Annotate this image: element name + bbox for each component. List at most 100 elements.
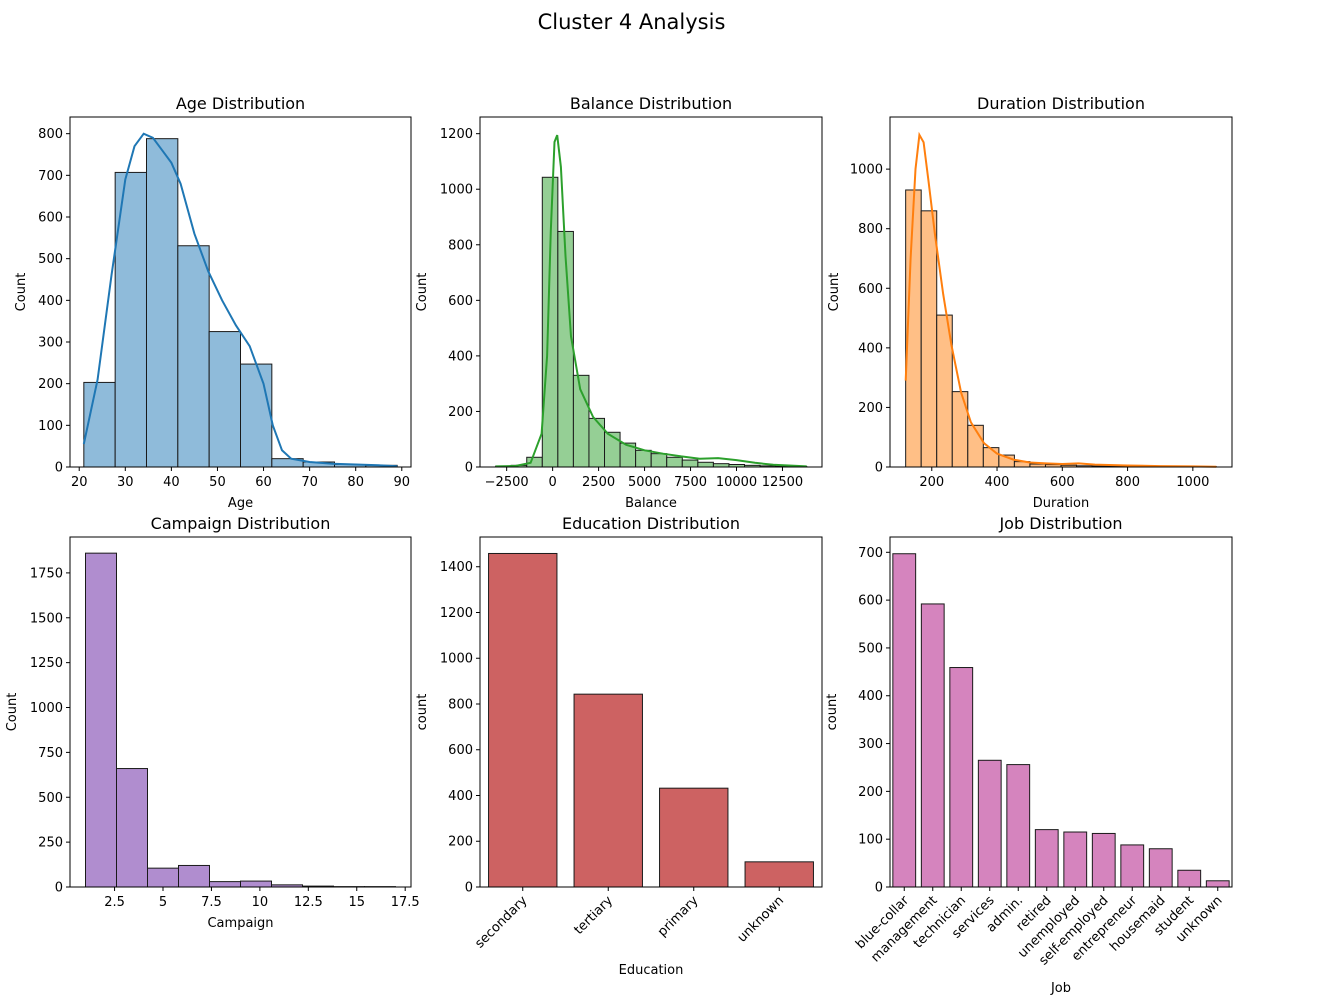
histogram-bar xyxy=(83,381,116,468)
bar-secondary xyxy=(488,552,558,888)
subplot-2: Balance Distribution −2500 0 2500 5000 7500 10… xyxy=(415,94,823,511)
y-tick-label: 600 xyxy=(448,743,473,758)
y-tick-label: 100 xyxy=(858,833,883,848)
histogram-bar xyxy=(650,453,668,468)
kde-curve xyxy=(495,134,807,468)
y-tick-label: 0 xyxy=(875,881,883,896)
y-axis-label: count xyxy=(415,694,430,731)
histogram-bar xyxy=(635,449,652,468)
x-tick-label: 5 xyxy=(159,895,167,910)
x-tick-label: −2500 xyxy=(485,475,529,490)
y-tick-label: 600 xyxy=(858,594,883,609)
x-tick-label: 12500 xyxy=(762,475,803,490)
y-tick-label: 400 xyxy=(858,341,883,356)
x-tick-label: 70 xyxy=(301,475,318,490)
y-tick-label: 700 xyxy=(858,546,883,561)
histogram-bar xyxy=(982,447,1000,468)
bar-management xyxy=(920,603,945,888)
x-axis-label: Duration xyxy=(1033,496,1089,511)
histogram-bar xyxy=(588,417,606,468)
y-tick-label: 0 xyxy=(55,881,63,896)
x-tick-label: 17.5 xyxy=(391,895,420,910)
histogram-bar xyxy=(666,456,683,468)
y-axis-label: Count xyxy=(415,273,430,312)
bar-retired xyxy=(1034,829,1059,888)
y-tick-label: 200 xyxy=(448,405,473,420)
y-tick-label: 1750 xyxy=(30,566,63,581)
subplot-title: Balance Distribution xyxy=(570,94,732,113)
histogram-bar xyxy=(240,880,272,888)
kde-curve xyxy=(904,131,1217,468)
y-axis-label: Count xyxy=(5,693,20,732)
x-tick-label: 5000 xyxy=(628,475,661,490)
subplot-6: Job Distributionblue-collarmanagementtec… xyxy=(825,514,1233,996)
histogram-bar xyxy=(116,768,148,888)
bar-technician xyxy=(949,667,974,888)
bar-self-employed xyxy=(1091,832,1116,888)
y-tick-label: 400 xyxy=(448,349,473,364)
histogram-bar xyxy=(147,867,179,888)
y-tick-label: 300 xyxy=(858,737,883,752)
subplot-title: Job Distribution xyxy=(998,514,1122,533)
x-tick-label: 400 xyxy=(985,475,1010,490)
y-tick-label: 200 xyxy=(858,401,883,416)
x-axis-label: Education xyxy=(619,963,684,978)
x-tick-label: 15 xyxy=(348,895,365,910)
x-tick-label: 80 xyxy=(347,475,364,490)
kde-curve xyxy=(82,132,398,468)
x-tick-label-primary: primary xyxy=(655,893,702,940)
axes-frame xyxy=(479,116,823,468)
histogram-bar xyxy=(114,171,147,468)
y-tick-label: 700 xyxy=(38,169,63,184)
x-tick-label: 12.5 xyxy=(294,895,323,910)
bar-primary xyxy=(659,787,729,888)
histogram-bar xyxy=(681,459,699,468)
bars xyxy=(83,138,398,468)
x-tick-label: 50 xyxy=(209,475,226,490)
x-tick-label: 10 xyxy=(252,895,269,910)
y-tick-label: 1200 xyxy=(440,606,473,621)
axes-frame xyxy=(479,536,823,888)
x-tick-label: 200 xyxy=(919,475,944,490)
y-tick-label: 800 xyxy=(448,238,473,253)
x-tick-label: 7.5 xyxy=(201,895,222,910)
x-tick-label: 2500 xyxy=(582,475,615,490)
bar-services xyxy=(977,759,1002,888)
bar-entrepreneur xyxy=(1120,844,1145,888)
subplot-5: Education Distribution secondary tertiary p… xyxy=(415,514,823,978)
y-tick-label: 1500 xyxy=(30,611,63,626)
y-axis-label: Count xyxy=(827,273,842,312)
x-tick-label-secondary: secondary xyxy=(472,893,530,951)
x-tick-label: 90 xyxy=(394,475,411,490)
histogram-bar xyxy=(240,363,273,468)
y-tick-label: 1200 xyxy=(440,127,473,142)
histogram-bar xyxy=(145,138,179,468)
axes-frame xyxy=(69,116,412,468)
subplot-title: Age Distribution xyxy=(176,94,305,113)
y-axis-label: Count xyxy=(14,273,29,312)
axes-frame xyxy=(889,536,1233,888)
bar-student xyxy=(1177,869,1202,888)
y-tick-label: 200 xyxy=(858,785,883,800)
subplot-title: Education Distribution xyxy=(562,514,740,533)
x-tick-label: 600 xyxy=(1050,475,1075,490)
x-tick-label: 0 xyxy=(548,475,556,490)
bars xyxy=(85,552,396,888)
y-tick-label: 1400 xyxy=(440,560,473,575)
bar-admin. xyxy=(1006,764,1031,888)
bars xyxy=(488,552,814,888)
histogram-bar xyxy=(697,461,714,468)
y-tick-label: 750 xyxy=(38,746,63,761)
x-tick-label: 40 xyxy=(163,475,180,490)
histogram-bar xyxy=(920,210,938,468)
y-tick-label: 600 xyxy=(858,282,883,297)
y-tick-label: 1000 xyxy=(30,701,63,716)
y-tick-label: 1000 xyxy=(440,652,473,667)
x-axis-label: Balance xyxy=(625,496,677,511)
histogram-bar xyxy=(208,331,242,468)
x-axis-label: Job xyxy=(1050,981,1071,996)
y-tick-label: 1000 xyxy=(850,163,883,178)
y-tick-label: 800 xyxy=(38,127,63,142)
y-tick-label: 200 xyxy=(448,835,473,850)
